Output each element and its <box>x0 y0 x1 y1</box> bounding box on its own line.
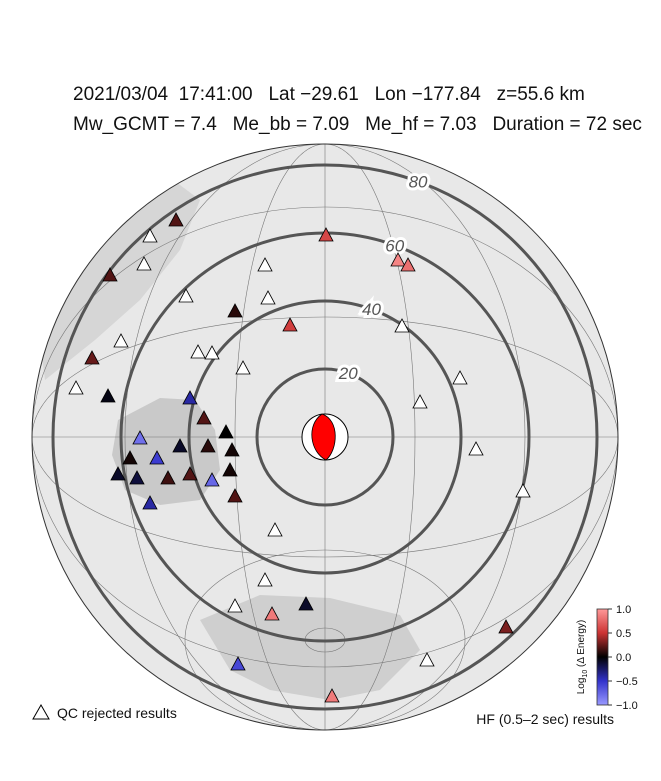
station <box>129 470 145 485</box>
rejected-station <box>204 345 220 360</box>
station <box>102 267 118 282</box>
rejected-station <box>235 360 251 375</box>
station <box>318 227 334 242</box>
station <box>227 488 243 503</box>
legend-triangle <box>32 703 50 720</box>
colorbar-tick-label: 0.0 <box>616 652 631 664</box>
colorbar-tick-label: 0.5 <box>616 628 631 640</box>
station <box>110 466 126 481</box>
rejected-station <box>394 318 410 333</box>
colorbar <box>596 608 609 706</box>
station <box>498 619 514 634</box>
rejected-station <box>227 598 243 613</box>
distance-ring <box>255 367 395 507</box>
station <box>84 350 100 365</box>
station <box>160 470 176 485</box>
rejected-station <box>267 522 283 537</box>
distance-ring <box>187 299 463 575</box>
station <box>172 438 188 453</box>
station <box>149 450 165 465</box>
rejected-station <box>113 333 129 348</box>
colorbar-label: Log10 (Δ Energy) <box>576 620 589 695</box>
header-line1: 2021/03/04 17:41:00 Lat −29.61 Lon −177.… <box>73 84 585 105</box>
rejected-station <box>190 344 206 359</box>
ring-label: 80 <box>409 172 428 191</box>
station <box>324 688 340 703</box>
colorbar-tick-label: −1.0 <box>616 700 638 712</box>
rejected-station <box>257 572 273 587</box>
legend-rejected: QC rejected results <box>57 705 177 721</box>
station <box>182 466 198 481</box>
rejected-station <box>257 257 273 272</box>
station <box>390 252 406 267</box>
ring-label: 20 <box>338 364 358 383</box>
station <box>298 596 314 611</box>
focal-mechanism <box>301 413 349 461</box>
rejected-station <box>419 652 435 667</box>
colorbar-tick-label: −0.5 <box>616 676 638 688</box>
distance-ring <box>51 163 599 711</box>
rejected-station <box>68 380 84 395</box>
colorbar-label-rest: (Δ Energy) <box>576 620 587 670</box>
station <box>230 656 246 671</box>
station <box>282 317 298 332</box>
rejected-station <box>515 483 531 498</box>
station <box>264 606 280 621</box>
ring-label: 40 <box>362 300 381 319</box>
rejected-station <box>178 288 194 303</box>
rejected-station <box>412 394 428 409</box>
station <box>222 462 238 477</box>
station <box>182 390 198 405</box>
station <box>100 388 116 403</box>
colorbar-label-sub: 10 <box>582 670 589 678</box>
stations <box>68 212 531 703</box>
rejected-station <box>136 256 152 271</box>
ring-label: 60 <box>385 236 404 255</box>
station <box>227 303 243 318</box>
distance-rings: 20 40 60 80 <box>51 163 599 711</box>
station <box>400 257 416 272</box>
station <box>204 472 220 487</box>
rejected-station <box>452 370 468 385</box>
legend-results: HF (0.5–2 sec) results <box>476 711 614 727</box>
colorbar-tick-label: 1.0 <box>616 604 631 616</box>
globe-outline <box>31 143 619 731</box>
station <box>122 450 138 465</box>
station <box>142 495 158 510</box>
rejected-station <box>260 290 276 305</box>
station <box>224 442 240 457</box>
header-line2: Mw_GCMT = 7.4 Me_bb = 7.09 Me_hf = 7.03 … <box>73 114 642 135</box>
station <box>132 430 148 445</box>
rejected-station <box>142 228 158 243</box>
station <box>218 424 234 439</box>
colorbar-ticks: 1.0 0.5 0.0 −0.5 −1.0 <box>608 604 638 712</box>
station <box>168 212 184 227</box>
rejected-station <box>468 441 484 456</box>
station <box>196 410 212 425</box>
colorbar-label-base: Log <box>576 678 587 695</box>
station <box>200 438 216 453</box>
